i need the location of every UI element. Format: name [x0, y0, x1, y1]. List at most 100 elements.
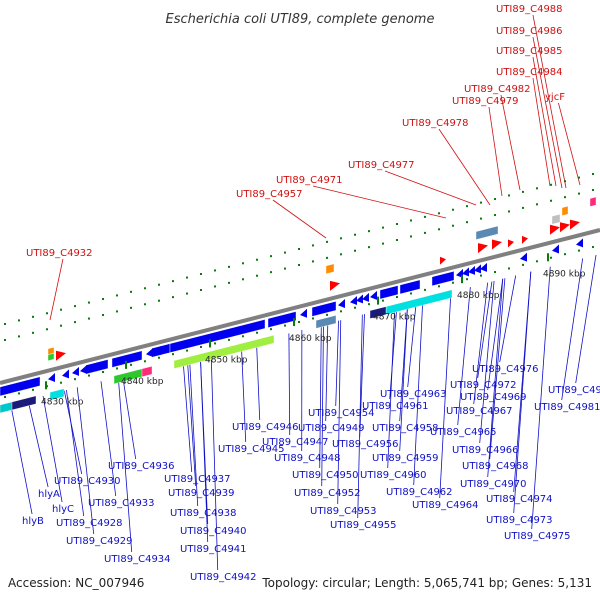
upper-guide-row-dot [242, 278, 244, 281]
bottom-gene-label: UTI89_C4952 [294, 488, 361, 499]
bottom-leader-line [117, 376, 133, 553]
top-guide-row-dot [438, 212, 440, 215]
top-leader-line [558, 102, 581, 186]
bottom-gene-label: UTI89_C4939 [168, 488, 235, 499]
top-guide-row-dot [200, 273, 202, 275]
bottom-leader-line [357, 314, 363, 519]
reverse-gene-arrow [90, 362, 97, 372]
forward-gene [589, 196, 597, 207]
top-guide-row-dot [452, 208, 454, 211]
upper-guide-row-dot [578, 192, 580, 195]
bottom-leader-line [531, 266, 551, 530]
bottom-gene-label: UTI89_C4966 [452, 445, 519, 456]
top-leader-line [438, 128, 491, 206]
lower-guide-row-dot [368, 303, 370, 306]
top-guide-row-dot [116, 294, 118, 297]
bottom-leader-line [189, 358, 199, 507]
top-leader-line [272, 199, 327, 239]
top-guide-row-dot [214, 269, 216, 272]
genome-summary-text: Topology: circular; Length: 5,065,741 bp… [261, 576, 592, 590]
bottom-leader-line [477, 281, 493, 379]
upper-guide-row-dot [298, 264, 300, 267]
forward-gene-arrow [570, 219, 580, 230]
top-leader-line [532, 36, 563, 189]
bottom-leader-line [321, 324, 324, 487]
reverse-gene-arrow [48, 372, 55, 382]
bottom-gene-label: UTI89_C4972 [450, 380, 517, 391]
forward-gene [475, 225, 499, 240]
top-gene-label: UTI89_C4932 [26, 248, 93, 259]
bottom-leader-line [319, 325, 322, 469]
upper-guide-row-dot [550, 199, 552, 202]
top-guide-row-dot [564, 180, 566, 183]
top-gene-label: UTI89_C4978 [402, 118, 469, 129]
reverse-gene [0, 401, 13, 414]
upper-guide-row-dot [564, 196, 566, 199]
top-guide-row-dot [368, 230, 370, 233]
forward-gene [561, 205, 569, 216]
bottom-gene-label: UTI89_C4942 [190, 572, 257, 583]
top-gene-label: UTI89_C4982 [464, 84, 531, 95]
bottom-gene-label: UTI89_C4959 [372, 453, 439, 464]
lower-guide-row-dot [270, 328, 272, 331]
upper-guide-row-dot [452, 224, 454, 227]
bottom-leader-line [387, 306, 396, 469]
top-guide-row-dot [424, 215, 426, 218]
top-guide-row-dot [144, 287, 146, 290]
bottom-leader-line [407, 300, 417, 388]
bottom-leader-line [439, 291, 452, 499]
reverse-gene-arrow [474, 264, 481, 274]
bottom-gene-label: UTI89_C4975 [504, 531, 571, 542]
upper-guide-row-dot [186, 292, 188, 295]
upper-guide-row-dot [410, 235, 412, 238]
upper-guide-row-dot [592, 189, 594, 192]
bottom-leader-line [487, 278, 504, 391]
reverse-gene-arrow [20, 380, 27, 390]
lower-guide-row-dot [452, 281, 454, 284]
lower-guide-row-dot [18, 392, 20, 395]
bottom-leader-line [256, 341, 261, 421]
bottom-leader-line [27, 399, 49, 488]
bottom-leader-line [182, 360, 193, 473]
top-guide-row-dot [60, 308, 62, 311]
lower-guide-row-dot [158, 356, 160, 359]
reverse-gene [9, 395, 37, 411]
reverse-gene-arrow [72, 366, 79, 376]
bottom-leader-line [479, 280, 495, 444]
lower-guide-row-dot [578, 249, 580, 252]
lower-guide-row-dot [508, 267, 510, 270]
top-guide-row-dot [242, 262, 244, 265]
upper-guide-row-dot [508, 210, 510, 213]
reverse-gene [379, 285, 399, 300]
top-leader-line [532, 77, 551, 187]
lower-guide-row-dot [60, 381, 62, 384]
scale-tick-label: 4890 kbp [543, 269, 586, 279]
bottom-gene-label: UTI89_C4937 [164, 474, 231, 485]
top-guide-row-dot [172, 280, 174, 283]
bottom-gene-label: UTI89_C4948 [274, 453, 341, 464]
bottom-leader-line [240, 345, 247, 443]
lower-guide-row-dot [550, 256, 552, 259]
bottom-gene-label: UTI89_C4980 [548, 385, 600, 396]
reverse-gene-arrow [362, 292, 369, 302]
bottom-gene-label: UTI89_C4967 [446, 406, 513, 417]
top-leader-line [500, 94, 521, 191]
lower-guide-row-dot [4, 395, 6, 398]
forward-gene-arrow [550, 224, 560, 235]
top-guide-row-dot [382, 226, 384, 229]
bottom-leader-line [335, 320, 339, 407]
upper-guide-row-dot [88, 317, 90, 320]
top-guide-row-dot [32, 315, 34, 318]
top-guide-row-dot [88, 301, 90, 304]
top-leader-line [384, 170, 477, 206]
bottom-gene-label: hlyA [38, 489, 60, 500]
bottom-gene-label: UTI89_C4946 [232, 422, 299, 433]
reverse-gene [315, 315, 337, 329]
top-gene-label: UTI89_C4957 [236, 189, 303, 200]
scale-tick-label: 4830 kbp [41, 397, 84, 407]
bottom-leader-line [76, 387, 95, 535]
bottom-leader-line [561, 258, 584, 401]
bottom-leader-line [210, 353, 219, 571]
bottom-leader-line [359, 314, 365, 438]
bottom-leader-line [100, 381, 117, 497]
